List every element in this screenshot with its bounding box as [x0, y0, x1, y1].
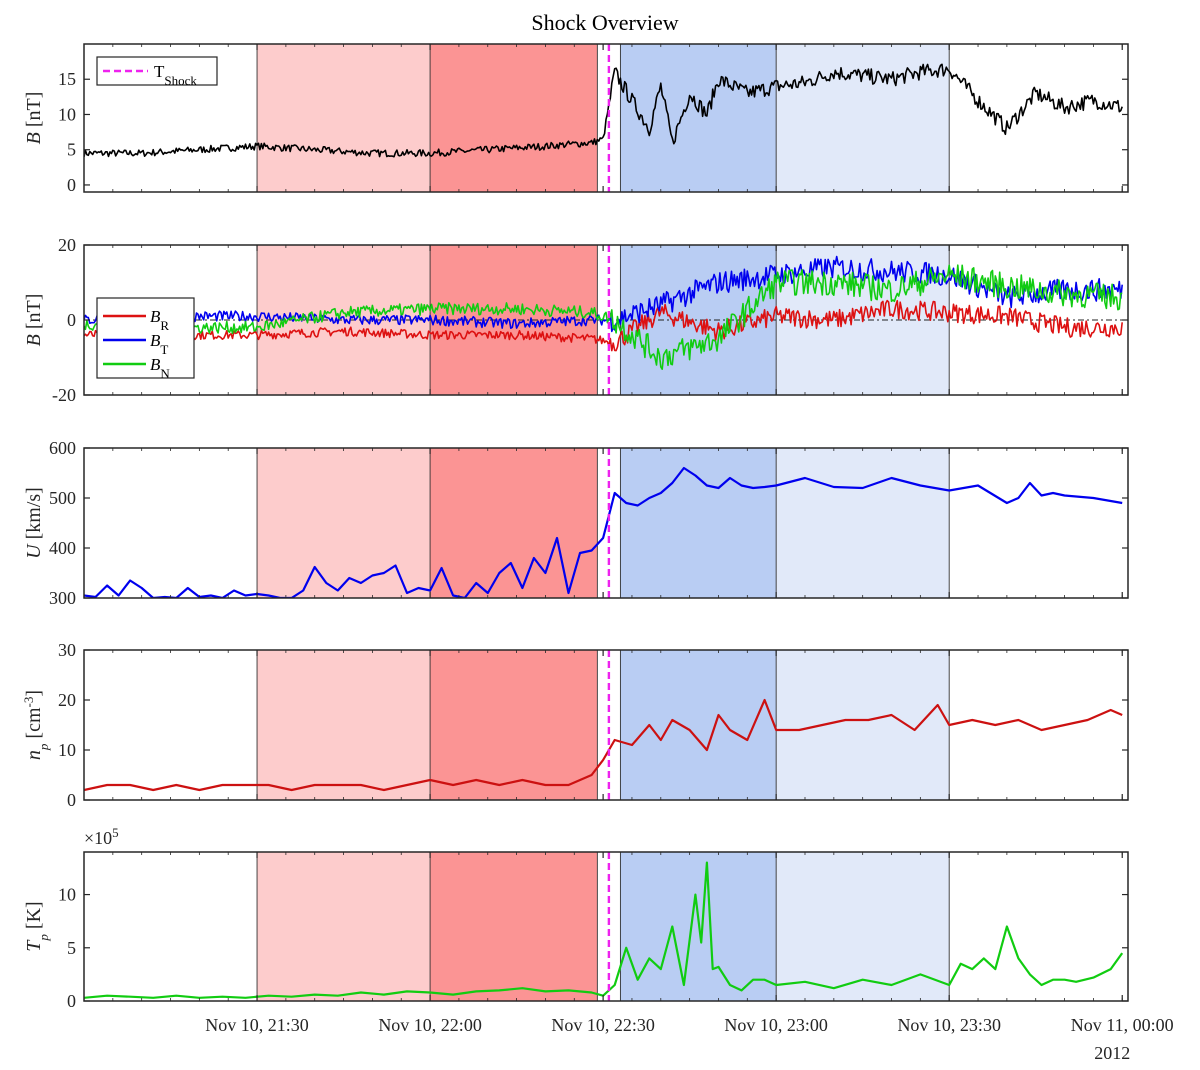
panel-frame [83, 649, 1129, 801]
y-tick-label: 10 [58, 104, 76, 124]
legend-box [96, 297, 195, 379]
panel-bcomp: -20 0 20 B [nT] [23, 235, 1129, 405]
y-axis-label: B [nT] [23, 294, 45, 347]
y-tick-label: 10 [58, 740, 76, 760]
y-axis-label: Tp [K] [23, 901, 51, 951]
chart-title: Shock Overview [531, 10, 678, 35]
region-shade [430, 44, 598, 192]
panel-frame [83, 447, 1129, 599]
region-shade [257, 852, 431, 1001]
x-tick-label: Nov 10, 21:30 [205, 1015, 309, 1035]
series-line [84, 698, 1123, 792]
y-tick-label: 0 [67, 310, 76, 330]
x-year-label: 2012 [1094, 1043, 1130, 1063]
y-tick-label: 5 [67, 140, 76, 160]
label-part: [km/s] [23, 487, 45, 544]
label-part: -3 [21, 697, 36, 708]
y-tick-label: 400 [49, 538, 76, 558]
region-shade [430, 650, 598, 800]
y-exponent-label: ×105 [84, 825, 119, 849]
label-part: B [23, 334, 45, 346]
region-shade [257, 44, 431, 192]
y-tick-label: 500 [49, 488, 76, 508]
series-line [84, 466, 1123, 598]
series-group [84, 255, 1123, 370]
legend-label: TShock [154, 62, 197, 88]
x-tick-label: Nov 10, 22:30 [551, 1015, 655, 1035]
y-tick-label: -20 [52, 385, 76, 405]
panel-density: 0 10 20 30 np [cm-3] [21, 640, 1129, 810]
x-tick-label: Nov 10, 23:30 [897, 1015, 1001, 1035]
y-tick-label: 300 [49, 588, 76, 608]
x-tick-label: Nov 10, 22:00 [378, 1015, 482, 1035]
label-part: R [160, 318, 169, 333]
y-axis-label: np [cm-3] [21, 690, 51, 760]
label-part: B [150, 331, 161, 350]
panel-speed: 300 400 500 600 U [km/s] [23, 438, 1129, 608]
label-part: N [160, 366, 170, 381]
label-part: T [154, 62, 165, 81]
label-part: n [23, 750, 45, 760]
y-axis-label: B [nT] [23, 92, 45, 145]
label-part: p [36, 743, 51, 751]
label-part: [cm [23, 707, 45, 744]
region-shade [776, 448, 950, 598]
y-tick-label: 20 [58, 690, 76, 710]
label-part: T [160, 342, 168, 357]
y-tick-label: 0 [67, 175, 76, 195]
y-tick-label: 600 [49, 438, 76, 458]
legend-label: BR [150, 307, 169, 333]
region-shade [620, 448, 777, 598]
region-shade [257, 448, 431, 598]
label-part: B [150, 307, 161, 326]
y-tick-label: 20 [58, 235, 76, 255]
region-shade [430, 852, 598, 1001]
series-group [84, 466, 1123, 598]
series-group [84, 63, 1123, 158]
y-tick-label: 10 [58, 885, 76, 905]
y-tick-label: 0 [67, 790, 76, 810]
label-part: T [23, 939, 45, 952]
y-tick-label: 30 [58, 640, 76, 660]
x-tick-label: Nov 11, 00:00 [1071, 1015, 1174, 1035]
label-part: Shock [164, 73, 197, 88]
series-group [84, 861, 1124, 999]
label-part: U [23, 543, 45, 559]
series-line [84, 299, 1123, 352]
region-shade [620, 44, 777, 192]
label-part: [nT] [23, 92, 45, 133]
label-part: B [150, 355, 161, 374]
label-part: ] [23, 690, 45, 697]
label-part: ×10 [84, 828, 112, 848]
y-axis-label: U [km/s] [23, 487, 45, 559]
y-tick-label: 5 [67, 938, 76, 958]
legend-label: BN [150, 355, 170, 381]
region-shade [776, 650, 950, 800]
panel-frame [83, 851, 1129, 1002]
y-tick-label: 15 [58, 69, 76, 89]
series-line [84, 861, 1124, 999]
legend-shock: TShock [96, 56, 218, 88]
region-shade [776, 852, 950, 1001]
label-part: p [36, 934, 51, 942]
region-shade [620, 650, 777, 800]
legend-label: BT [150, 331, 168, 357]
label-part: [nT] [23, 294, 45, 335]
label-part: [K] [23, 901, 45, 934]
series-group [84, 698, 1123, 792]
series-line [84, 264, 1123, 370]
label-part: B [23, 132, 45, 144]
panel-frame [83, 43, 1129, 193]
x-tick-label: Nov 10, 23:00 [724, 1015, 828, 1035]
panel-btot: 0 5 10 15 B [nT] [23, 43, 1129, 195]
series-line [84, 63, 1123, 158]
label-part: 5 [112, 825, 119, 840]
region-shade [257, 650, 431, 800]
y-tick-label: 0 [67, 991, 76, 1011]
region-shade [430, 448, 598, 598]
